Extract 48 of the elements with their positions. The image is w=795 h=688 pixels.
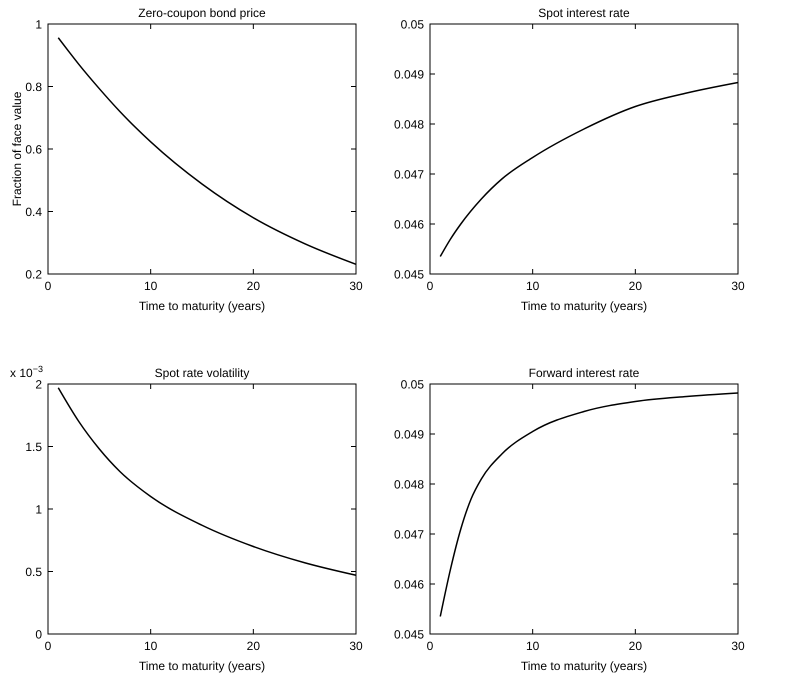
x-tick-label: 10: [526, 639, 540, 653]
x-axis-title: Time to maturity (years): [138, 659, 266, 673]
x-tick-label: 20: [628, 279, 642, 293]
y-tick-label: 1.5: [25, 440, 42, 454]
x-tick-label: 10: [144, 639, 158, 653]
x-axis-title: Time to maturity (years): [138, 299, 266, 313]
x-axis-title: Time to maturity (years): [520, 659, 648, 673]
y-tick-label: 0.045: [394, 268, 424, 282]
x-tick-label: 30: [349, 639, 363, 653]
chart-title: Spot rate volatility: [154, 366, 250, 380]
y-tick-label: 0.8: [25, 80, 42, 94]
y-tick-label: 0.049: [394, 428, 424, 442]
y-tick-label: 2: [35, 378, 42, 392]
x-tick-label: 0: [426, 279, 434, 293]
y-tick-label: 0.05: [400, 378, 424, 392]
x-tick-label: 20: [246, 639, 260, 653]
y-tick-label: 0.046: [394, 218, 424, 232]
x-tick-label: 0: [44, 279, 52, 293]
x-tick-label: 10: [526, 279, 540, 293]
y-tick-label: 0.048: [394, 478, 424, 492]
y-tick-label: 0.4: [25, 205, 42, 219]
y-tick-label: 1: [35, 502, 42, 516]
y-axis-title: Fraction of face value: [10, 91, 24, 206]
y-tick-label: 0.2: [25, 268, 42, 282]
y-tick-label: 0.047: [394, 528, 424, 542]
x-tick-label: 20: [628, 639, 642, 653]
y-tick-label: 0.045: [394, 628, 424, 642]
x-tick-label: 0: [44, 639, 52, 653]
text: x 10$^{−3}$: [10, 364, 43, 380]
x-tick-label: 30: [731, 279, 745, 293]
y-tick-label: 0: [35, 628, 42, 642]
chart-title: Zero-coupon bond price: [138, 6, 266, 20]
y-tick-label: 0.6: [25, 142, 42, 156]
y-tick-label: 0.048: [394, 118, 424, 132]
y-tick-label: 0.5: [25, 565, 42, 579]
x-tick-label: 20: [246, 279, 260, 293]
y-tick-label: 0.05: [400, 18, 424, 32]
x-tick-label: 0: [426, 639, 434, 653]
y-tick-label: 0.046: [394, 578, 424, 592]
y-tick-label: 0.047: [394, 168, 424, 182]
chart-title: Forward interest rate: [528, 366, 640, 380]
y-tick-label: 1: [35, 18, 42, 32]
x-tick-label: 30: [349, 279, 363, 293]
x-tick-label: 10: [144, 279, 158, 293]
y-tick-label: 0.049: [394, 68, 424, 82]
chart-title: Spot interest rate: [538, 6, 630, 20]
x-tick-label: 30: [731, 639, 745, 653]
x-axis-title: Time to maturity (years): [520, 299, 648, 313]
